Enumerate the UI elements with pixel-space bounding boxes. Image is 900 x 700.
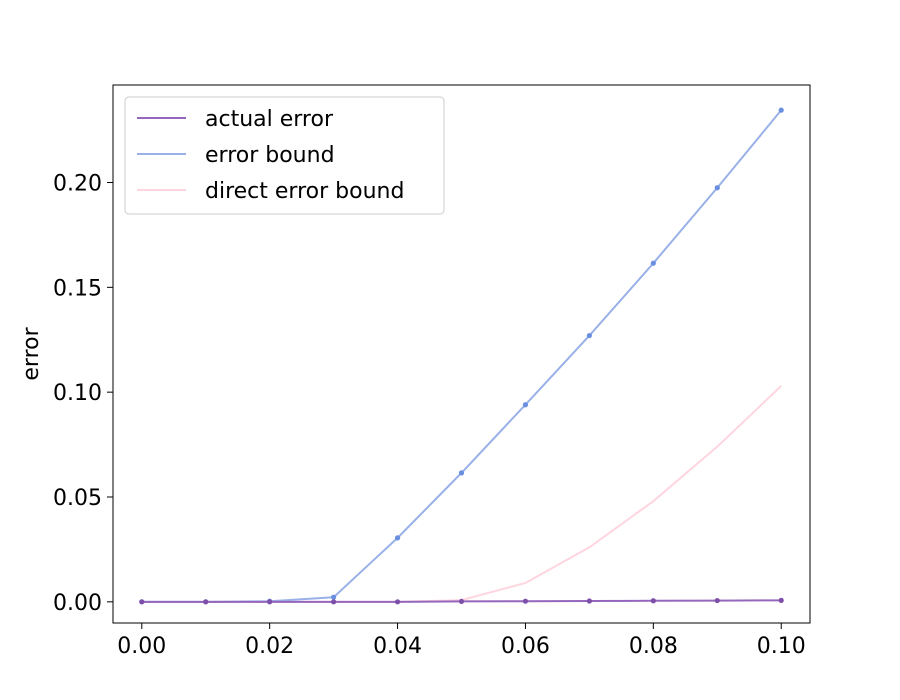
data-point-actual-error [714,597,720,604]
data-point-actual-error [139,599,145,605]
data-point-error-bound [714,185,720,191]
x-tick-label: 0.06 [501,634,550,659]
series-actual-error [139,597,784,605]
y-tick-label: 0.05 [53,486,102,511]
y-tick-label: 0.15 [53,276,102,301]
data-point-actual-error [586,598,592,604]
series-layer [139,107,784,605]
x-tick-label: 0.04 [373,634,422,659]
data-point-error-bound [394,535,401,541]
x-tick-label: 0.08 [629,634,678,659]
plot-frame [112,84,811,624]
legend-label-actual-error: actual error [205,107,334,132]
data-point-actual-error [522,598,529,604]
legend: actual error error bound direct error boun… [124,96,445,215]
data-point-error-bound [522,402,529,408]
data-point-actual-error [331,599,337,605]
data-point-error-bound [586,332,592,339]
y-tick-label: 0.10 [53,381,102,406]
x-tick-label: 0.02 [245,634,294,659]
legend-label-error-bound: error bound [205,143,335,168]
data-point-error-bound [778,107,784,113]
data-point-error-bound [650,260,656,266]
data-point-actual-error [458,598,465,605]
data-point-actual-error [203,599,209,605]
data-point-actual-error [778,597,784,603]
x-tick-label: 0.10 [757,634,806,659]
y-axis: 0.00 0.05 0.10 0.15 0.20 [53,171,113,616]
y-tick-label: 0.00 [53,591,102,616]
data-point-error-bound [331,594,337,600]
x-tick-label: 0.00 [117,634,166,659]
legend-label-direct-error-bound: direct error bound [205,179,404,204]
x-axis: 0.00 0.02 0.04 0.06 0.08 0.10 [117,623,806,659]
y-axis-label: error [19,326,44,380]
legend-box [124,96,445,215]
y-tick-label: 0.20 [53,171,102,196]
data-point-actual-error [650,598,656,604]
data-point-actual-error [394,599,401,605]
data-point-error-bound [458,470,465,476]
data-point-actual-error [267,599,273,605]
